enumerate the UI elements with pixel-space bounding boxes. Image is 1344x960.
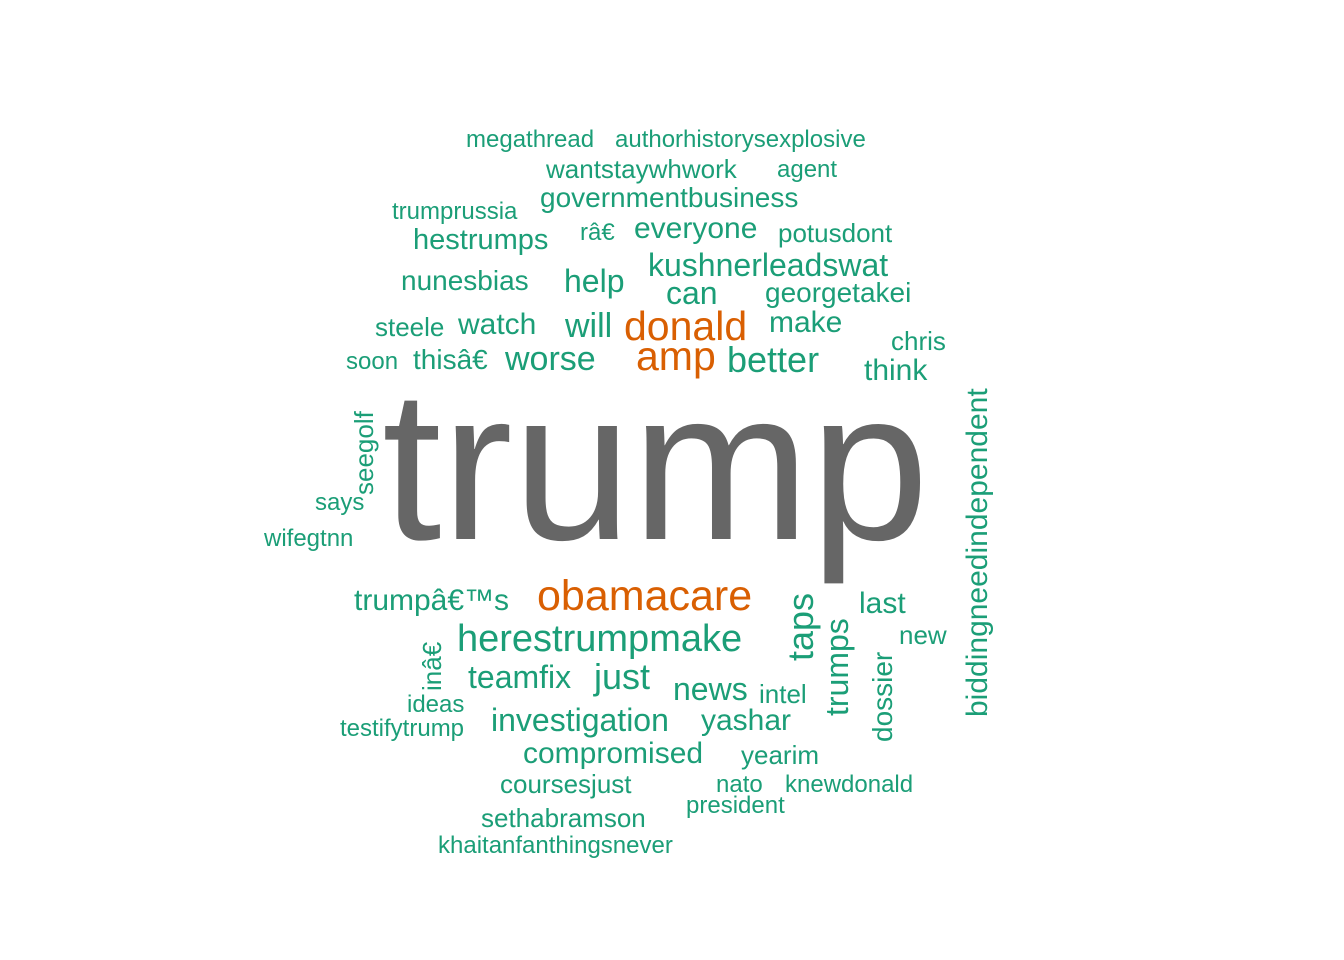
word-trumps-possessive: trumpâ€™s <box>354 584 510 617</box>
word-everyone: everyone <box>634 212 758 245</box>
word-trumprussia: trumprussia <box>392 198 518 225</box>
word-just: just <box>594 656 651 697</box>
word-wantstaywhwork: wantstaywhwork <box>546 154 737 184</box>
word-amp: amp <box>636 333 716 379</box>
word-president: president <box>686 792 785 819</box>
word-taps: taps <box>780 592 821 661</box>
word-teamfix: teamfix <box>468 659 572 695</box>
word-khaitanfanthingsnever: khaitanfanthingsnever <box>438 832 673 859</box>
word-georgetakei: georgetakei <box>765 277 912 308</box>
word-governmentbusiness: governmentbusiness <box>540 182 799 213</box>
word-steele: steele <box>375 312 445 342</box>
word-yearim: yearim <box>741 740 820 770</box>
word-obamacare: obamacare <box>537 572 753 620</box>
word-sethabramson: sethabramson <box>481 803 646 833</box>
word-news: news <box>673 671 748 707</box>
word-trump: trump <box>382 346 930 585</box>
word-new: new <box>899 620 947 650</box>
word-nato: nato <box>716 771 763 798</box>
word-watch: watch <box>458 308 537 341</box>
word-soon: soon <box>346 348 399 375</box>
word-chris: chris <box>891 326 946 356</box>
word-ideas: ideas <box>407 691 465 718</box>
word-compromised: compromised <box>523 737 704 770</box>
word-megathread: megathread <box>466 126 595 153</box>
word-last: last <box>859 587 906 620</box>
word-make: make <box>769 306 843 339</box>
word-knewdonald: knewdonald <box>785 771 914 798</box>
word-agent: agent <box>777 156 838 183</box>
word-dossier: dossier <box>867 651 898 742</box>
word-seegolf: seegolf <box>349 411 379 495</box>
word-hestrumps: hestrumps <box>413 224 549 256</box>
word-potusdont: potusdont <box>778 218 893 248</box>
word-herestrumpmake: herestrumpmake <box>457 618 743 660</box>
word-worse: worse <box>505 340 596 378</box>
word-can: can <box>666 275 718 311</box>
word-intel: intel <box>759 679 807 709</box>
word-kushnerleadswat: kushnerleadswat <box>648 247 889 283</box>
word-nunesbias: nunesbias <box>401 265 529 296</box>
word-think: think <box>864 354 928 387</box>
word-coursesjust: coursesjust <box>500 769 632 799</box>
word-this-euro: thisâ€ <box>413 344 488 375</box>
word-yashar: yashar <box>701 704 792 737</box>
word-trumps: trumps <box>819 618 855 716</box>
word-wifegtnn: wifegtnn <box>264 525 354 552</box>
word-in-euro: inâ€ <box>417 641 447 691</box>
word-donald: donald <box>624 303 748 349</box>
word-investigation: investigation <box>491 702 669 738</box>
word-biddingneedindependent: biddingneedindependent <box>961 388 994 717</box>
word-testifytrump: testifytrump <box>340 715 465 742</box>
word-will: will <box>565 307 613 345</box>
word-help: help <box>564 263 625 299</box>
word-ra-euro: râ€ <box>580 219 615 246</box>
word-says: says <box>315 489 365 516</box>
word-better: better <box>727 339 820 380</box>
word-authorhistorysexplosive: authorhistorysexplosive <box>615 126 866 153</box>
